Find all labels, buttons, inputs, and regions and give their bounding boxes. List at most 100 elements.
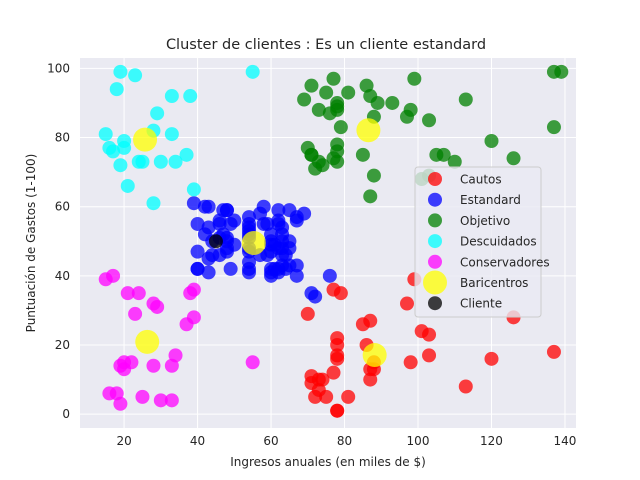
data-point (168, 348, 183, 363)
data-point (546, 344, 561, 359)
data-point (282, 234, 297, 249)
data-point (333, 120, 348, 135)
y-tick-label: 0 (62, 407, 70, 421)
legend-label: Estandard (460, 193, 521, 207)
data-point (341, 389, 356, 404)
data-point (135, 389, 150, 404)
y-tick-label: 40 (55, 269, 70, 283)
data-point (304, 78, 319, 93)
data-point (297, 92, 312, 107)
data-point (190, 244, 205, 259)
data-point (106, 268, 121, 283)
data-point (403, 102, 418, 117)
data-point (554, 64, 569, 79)
data-point (168, 154, 183, 169)
tick-labels: 20 40 60 80 100 120 140 0 20 40 60 80 100 (47, 61, 576, 448)
data-point (113, 396, 128, 411)
data-point (341, 85, 356, 100)
data-point (311, 102, 326, 117)
x-tick-label: 120 (480, 434, 503, 448)
data-point (219, 203, 234, 218)
data-point (120, 178, 135, 193)
data-point (186, 310, 201, 325)
data-point (356, 118, 381, 143)
x-tick-label: 20 (116, 434, 131, 448)
data-point (458, 379, 473, 394)
data-point (201, 220, 216, 235)
data-point (289, 258, 304, 273)
data-point (186, 196, 201, 211)
data-point (242, 255, 257, 270)
data-point (124, 355, 139, 370)
data-point (150, 106, 165, 121)
data-point (117, 133, 132, 148)
series-descuidados (98, 64, 260, 211)
y-tick-label: 60 (55, 200, 70, 214)
data-point (186, 182, 201, 197)
data-point (190, 261, 205, 276)
data-point (385, 95, 400, 110)
data-point (150, 299, 165, 314)
data-point (153, 154, 168, 169)
legend-marker (428, 254, 442, 269)
data-point (153, 393, 168, 408)
series-estandard (186, 196, 337, 304)
data-point (133, 127, 158, 152)
data-point (484, 133, 499, 148)
chart-title: Cluster de clientes : Es un cliente esta… (166, 37, 486, 53)
data-point (330, 99, 345, 114)
series-cliente (208, 234, 223, 249)
y-tick-label: 20 (55, 338, 70, 352)
data-point (164, 127, 179, 142)
data-point (106, 144, 121, 159)
x-tick-label: 40 (190, 434, 205, 448)
data-point (355, 147, 370, 162)
data-point (183, 89, 198, 104)
data-point (308, 289, 323, 304)
data-point (128, 68, 143, 83)
data-point (436, 147, 451, 162)
legend-label: Objetivo (460, 214, 510, 228)
data-point (109, 82, 124, 97)
data-point (330, 403, 345, 418)
legend-label: Descuidados (460, 235, 537, 249)
data-point (363, 313, 378, 328)
data-point (113, 64, 128, 79)
data-point (146, 196, 161, 211)
legend-marker (428, 172, 442, 186)
y-axis-label: Puntuación de Gastos (1-100) (24, 154, 38, 333)
data-point (208, 234, 223, 249)
data-points (98, 64, 569, 418)
data-point (113, 158, 128, 173)
legend-marker (428, 234, 442, 249)
data-point (275, 220, 290, 235)
legend-marker (428, 192, 442, 207)
x-axis-label: Ingresos anuales (en miles de $) (230, 455, 426, 469)
data-point (223, 261, 238, 276)
data-point (403, 355, 418, 370)
data-point (120, 286, 135, 301)
data-point (242, 265, 257, 280)
data-point (245, 355, 260, 370)
x-tick-label: 100 (407, 434, 430, 448)
legend: Cautos Estandard Objetivo Descuidados Conser… (414, 166, 550, 318)
data-point (201, 265, 216, 280)
data-point (271, 203, 286, 218)
data-point (315, 158, 330, 173)
data-point (164, 393, 179, 408)
data-point (330, 137, 345, 152)
legend-marker (423, 270, 447, 295)
legend-label: Cautos (460, 173, 502, 187)
data-point (330, 154, 345, 169)
data-point (289, 268, 304, 283)
data-point (146, 358, 161, 373)
data-point (242, 210, 257, 225)
data-point (407, 71, 422, 86)
legend-marker (428, 213, 442, 228)
data-point (319, 389, 334, 404)
data-point (190, 216, 205, 231)
data-point (164, 89, 179, 104)
data-point (241, 231, 266, 255)
legend-label: Cliente (460, 297, 502, 311)
